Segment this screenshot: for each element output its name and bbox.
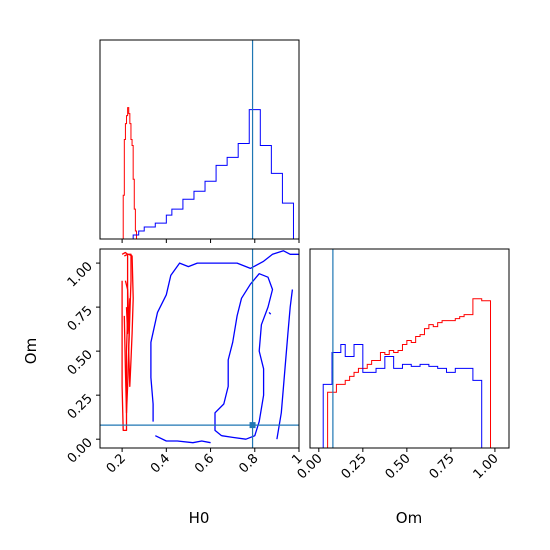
- joint-xtick-label: 0.2: [104, 451, 129, 476]
- joint-ytick-label: 1.00: [65, 259, 96, 290]
- contour-blue-6: [214, 273, 274, 440]
- joint-ytick-label: 0.50: [65, 347, 96, 378]
- contour-red-2: [128, 253, 134, 388]
- h0-marginal-panel: [99, 39, 300, 243]
- om-xtick-label: 1.00: [471, 451, 502, 482]
- h0-om-contour-panel: 0.2 0.4 0.6 0.8 10.000.250.500.751.00: [65, 248, 306, 476]
- joint-xtick-label: 0.6: [192, 451, 217, 476]
- x-axis-label-om: Om: [396, 509, 422, 527]
- truth-marker: [249, 422, 256, 429]
- contour-blue-5: [155, 435, 211, 444]
- om-xtick-label: 0.50: [383, 451, 414, 482]
- om-marginal-frame: [309, 248, 510, 449]
- om-marginal-panel: 0.00 0.25 0.50 0.75 1.00: [295, 248, 510, 482]
- joint-xtick-label: 0.8: [236, 451, 261, 476]
- joint-ytick-label: 0.00: [65, 435, 96, 466]
- om-xtick-label: 0.75: [427, 451, 458, 482]
- joint-xtick-label: 0.4: [148, 451, 173, 476]
- h0-marginal-frame: [99, 39, 300, 240]
- joint-ytick-label: 0.25: [65, 391, 96, 422]
- contour-blue-8: [268, 311, 272, 315]
- y-axis-label-om: Om: [22, 338, 40, 364]
- contour-blue-4: [150, 250, 299, 422]
- contour-red-3: [124, 280, 130, 335]
- contour-blue-7: [276, 289, 294, 440]
- h0-hist-red: [122, 107, 137, 239]
- om-hist-red: [318, 298, 495, 448]
- x-axis-label-h0: H0: [189, 509, 210, 527]
- om-hist-blue: [318, 344, 495, 448]
- joint-frame: [99, 248, 300, 449]
- joint-ytick-label: 0.75: [65, 303, 96, 334]
- om-xtick-label: 0.25: [339, 451, 370, 482]
- h0-hist-blue: [100, 109, 299, 239]
